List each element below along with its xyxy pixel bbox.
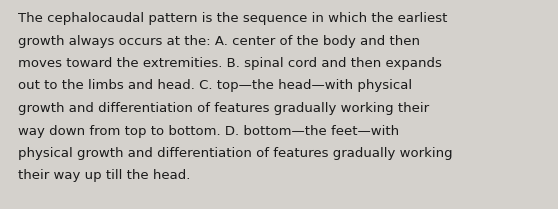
Text: their way up till the head.: their way up till the head. [18,169,190,182]
Text: The cephalocaudal pattern is the sequence in which the earliest: The cephalocaudal pattern is the sequenc… [18,12,448,25]
Text: growth always occurs at the: A. center of the body and then: growth always occurs at the: A. center o… [18,34,420,47]
Text: moves toward the extremities. B. spinal cord and then expands: moves toward the extremities. B. spinal … [18,57,442,70]
Text: out to the limbs and head. C. top—the head—with physical: out to the limbs and head. C. top—the he… [18,79,412,93]
Text: way down from top to bottom. D. bottom—the feet—with: way down from top to bottom. D. bottom—t… [18,125,399,138]
Text: growth and differentiation of features gradually working their: growth and differentiation of features g… [18,102,429,115]
Text: physical growth and differentiation of features gradually working: physical growth and differentiation of f… [18,147,453,160]
